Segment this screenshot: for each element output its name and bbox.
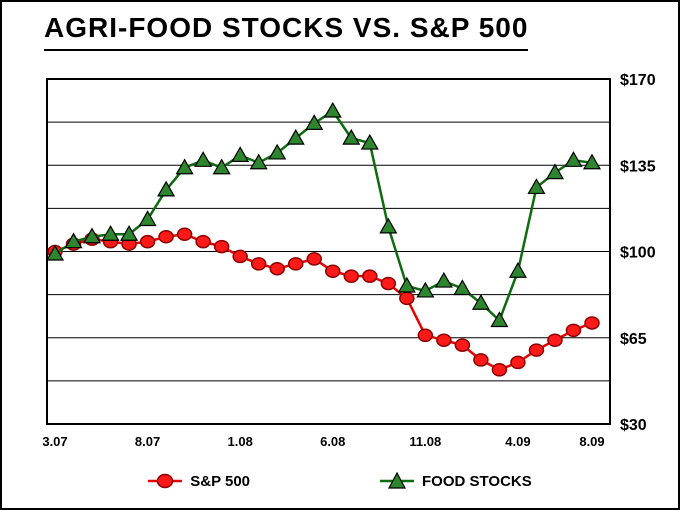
svg-text:4.09: 4.09 [505,434,530,449]
svg-text:$100: $100 [620,245,656,262]
chart-legend: S&P 500 FOOD STOCKS [2,472,678,490]
chart-plot: $170 $135 $100 $65 $30 3.07 8.07 1.08 6.08 11.08 4… [42,72,656,449]
legend-label-sp500: S&P 500 [190,472,251,490]
legend-item-food-stocks: FOOD STOCKS [380,472,532,490]
svg-text:$65: $65 [620,331,647,348]
svg-text:$170: $170 [620,72,656,89]
svg-text:$135: $135 [620,158,656,175]
legend-item-sp500: S&P 500 [148,472,250,490]
svg-text:8.09: 8.09 [579,434,604,449]
svg-text:11.08: 11.08 [409,434,441,449]
svg-text:$30: $30 [620,417,647,434]
svg-text:8.07: 8.07 [135,434,160,449]
svg-text:6.08: 6.08 [320,434,345,449]
food-stocks-triangle-marker-icon [380,472,415,489]
legend-label-food-stocks: FOOD STOCKS [422,472,532,490]
svg-text:1.08: 1.08 [228,434,253,449]
chart-title: AGRI-FOOD STOCKS VS. S&P 500 [44,12,529,51]
sp500-circle-marker-icon [148,473,183,489]
svg-text:3.07: 3.07 [42,434,67,449]
